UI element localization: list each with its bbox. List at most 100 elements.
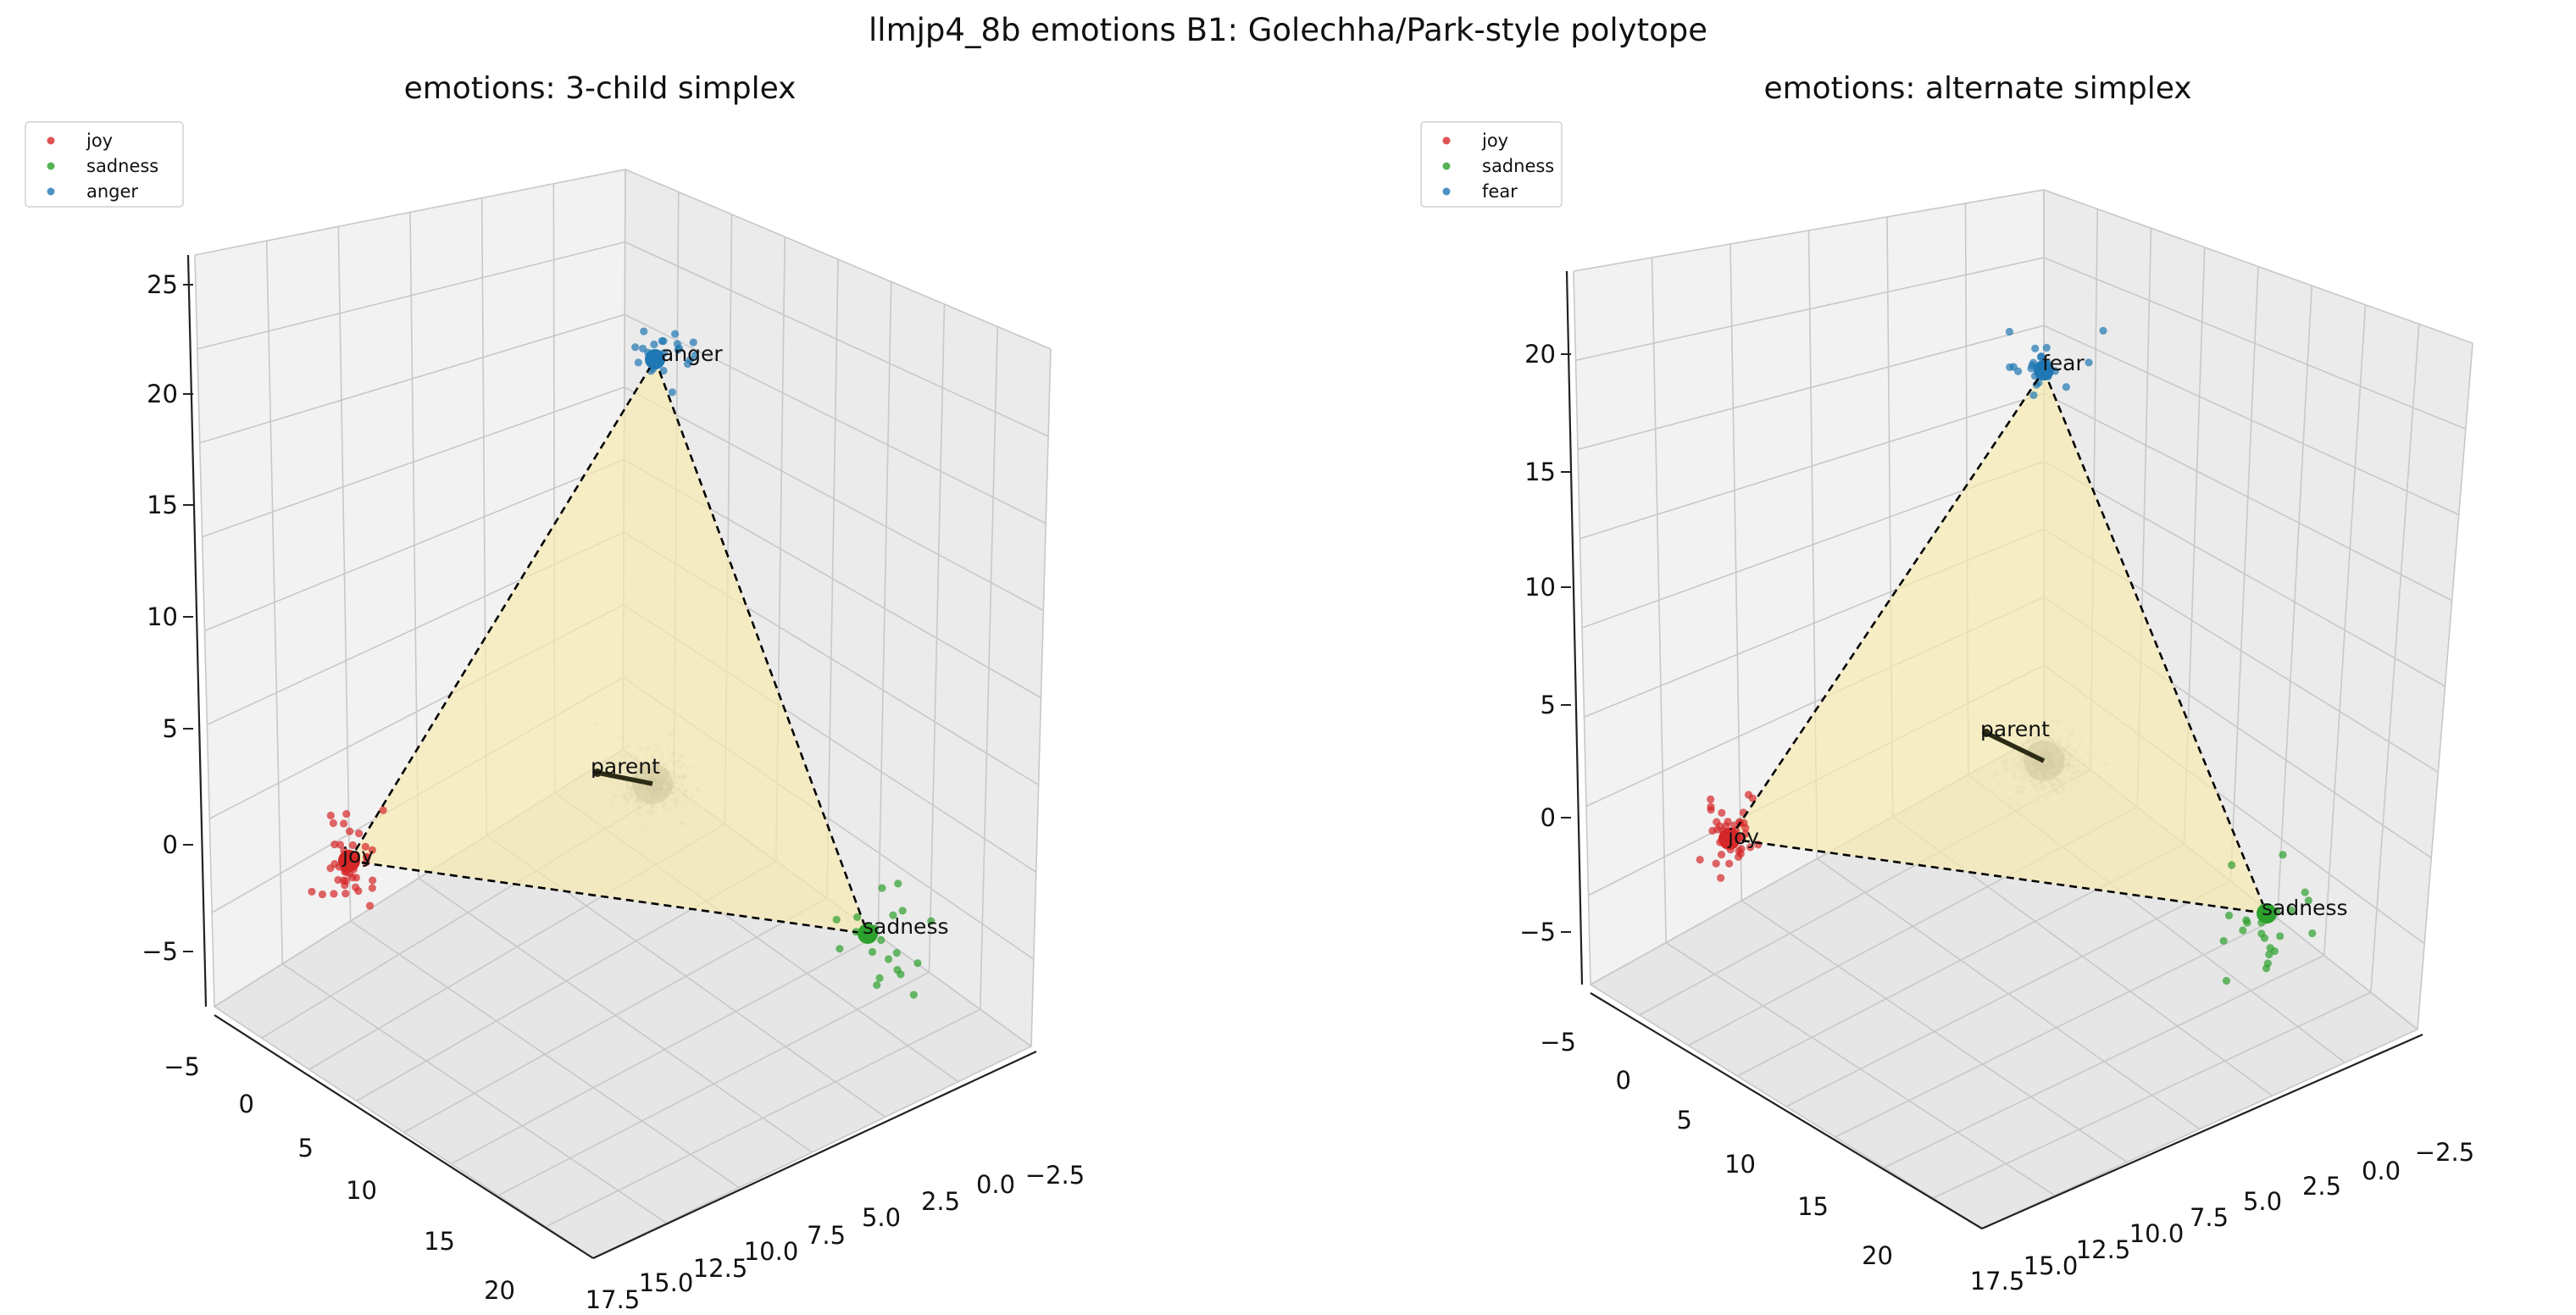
x-gridline	[1884, 304, 2367, 1168]
sadness-point	[884, 955, 893, 963]
floor-pane	[214, 750, 1031, 1258]
y-tick-label: 20	[484, 1276, 515, 1305]
simplex-edge-joy-anger	[347, 358, 657, 862]
x-gridline	[545, 326, 999, 1228]
joy-point	[1724, 818, 1732, 826]
sadness-vertex	[858, 924, 878, 944]
z-tick-label: −5	[142, 937, 178, 966]
anger-point	[650, 340, 658, 349]
joy-point	[352, 874, 361, 882]
parent-vector	[597, 770, 653, 786]
legend-marker-sadness	[1442, 162, 1451, 170]
sadness-point	[832, 915, 841, 924]
anger-point	[675, 344, 684, 352]
fear-point	[2099, 326, 2107, 335]
anger-point	[689, 338, 697, 347]
fear-point	[2031, 344, 2040, 352]
joy-point	[352, 883, 360, 891]
sadness-point	[2243, 918, 2251, 927]
fear-point	[2037, 352, 2046, 361]
joy-point	[336, 841, 345, 849]
x-tick-label: 2.5	[921, 1187, 960, 1216]
fear-point	[2006, 363, 2014, 371]
anger-point	[631, 343, 640, 352]
legend-label-anger: anger	[86, 181, 138, 202]
legend-label-fear: fear	[1482, 181, 1518, 202]
sadness-point	[875, 974, 884, 982]
z-tick-label: 15	[147, 491, 178, 519]
sadness-point	[868, 947, 877, 957]
z-tick-label: 0	[1541, 803, 1556, 832]
joy-point	[369, 876, 377, 885]
y-tick-label: 15	[424, 1227, 455, 1256]
z-tick-label: 20	[147, 380, 178, 408]
joy-point	[348, 841, 357, 850]
joy-point	[365, 902, 375, 910]
simplex-edge-joy-sadness	[1729, 837, 2268, 915]
y-tick-label: 15	[1797, 1192, 1829, 1221]
sadness-vertex	[2257, 903, 2277, 924]
simplex-edge-fear-sadness	[2042, 369, 2268, 914]
sadness-point	[2224, 911, 2234, 920]
parent-label: parent	[591, 754, 660, 779]
anger-point	[640, 327, 648, 336]
z-tick-label: −5	[1519, 918, 1556, 946]
joy-point	[341, 890, 350, 898]
sadness-point	[2222, 976, 2231, 985]
z-axis-line	[186, 254, 208, 1007]
z-tick-label: 10	[147, 602, 178, 631]
figure-title: llmjp4_8b emotions B1: Golechha/Park-sty…	[869, 12, 1707, 48]
sadness-point	[2219, 936, 2228, 946]
x-gridline	[1835, 286, 2313, 1138]
x-axis-line	[592, 1051, 1037, 1259]
legend-box	[1420, 121, 1563, 208]
joy-point	[1725, 859, 1734, 868]
y-tick-label: 5	[1677, 1106, 1692, 1135]
sadness-point	[2265, 950, 2273, 959]
joy-point	[345, 827, 354, 835]
sadness-point	[877, 935, 886, 945]
sadness-point	[2276, 932, 2285, 940]
y-tick-label: −5	[164, 1052, 200, 1081]
legend-marker-joy	[1442, 136, 1451, 145]
sadness-point	[2279, 851, 2287, 859]
joy-vertex-label: joy	[1727, 824, 1759, 849]
joy-vertex	[338, 850, 360, 872]
x-tick-label: −2.5	[1025, 1161, 1085, 1190]
z-tick-label: 5	[1541, 691, 1556, 719]
sadness-point	[2239, 926, 2247, 935]
sadness-point	[2301, 888, 2309, 896]
x-tick-label: 10.0	[744, 1237, 799, 1266]
x-tick-label: 2.5	[2302, 1172, 2341, 1201]
sadness-vertex-label: sadness	[2262, 896, 2348, 920]
x-tick-label: 17.5	[1970, 1267, 2025, 1296]
fear-point	[2085, 358, 2093, 367]
legend: joy sadness fear	[1420, 121, 1563, 208]
sadness-point	[897, 970, 905, 979]
sadness-point	[889, 911, 897, 919]
right-pane	[2044, 190, 2473, 1029]
simplex-face	[1729, 370, 2267, 913]
joy-point	[340, 819, 348, 828]
simplex-edge-joy-fear	[1728, 369, 2046, 840]
anger-point	[671, 330, 680, 338]
floor-pane	[1591, 733, 2418, 1229]
anger-point	[658, 336, 666, 345]
x-gridline	[592, 348, 1052, 1259]
joy-point	[1707, 795, 1715, 803]
fear-point	[2029, 358, 2038, 367]
fear-vertex	[2034, 360, 2054, 380]
joy-vertex	[1718, 828, 1740, 850]
joy-point	[1718, 808, 1726, 817]
sadness-point	[2308, 929, 2317, 938]
parent-label: parent	[1980, 717, 2050, 741]
x-tick-label: 0.0	[2362, 1157, 2401, 1185]
legend-marker-joy	[47, 136, 55, 145]
x-axis-line	[1981, 1033, 2423, 1230]
x-gridline	[497, 303, 946, 1196]
x-tick-label: 12.5	[2076, 1235, 2131, 1264]
anger-point	[668, 388, 676, 397]
legend-marker-sadness	[47, 162, 55, 170]
legend: joy sadness anger	[25, 121, 184, 208]
sadness-point	[927, 917, 935, 925]
